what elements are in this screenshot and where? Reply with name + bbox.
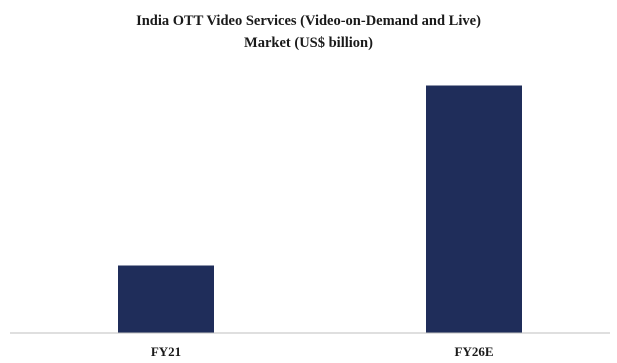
x-tick-label-fy21: FY21 [151,344,181,359]
x-tick-labels: FY21 FY26E [151,344,494,359]
bar-fy26e [426,85,522,333]
chart-title-block: India OTT Video Services (Video-on-Deman… [0,10,617,54]
chart-subtitle: Market (US$ billion) [244,35,373,51]
bar-fy21 [118,265,214,333]
x-tick-label-fy26e: FY26E [455,344,494,359]
bars-layer [118,85,522,333]
chart-title: India OTT Video Services (Video-on-Deman… [136,13,481,29]
